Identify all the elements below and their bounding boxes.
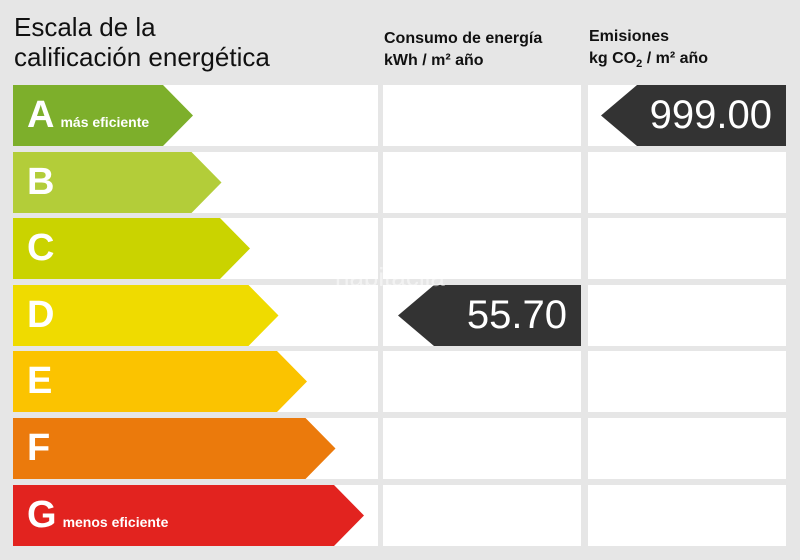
consumo-unit: kWh / m² año [384, 52, 484, 69]
rating-arrow-E: E [13, 351, 307, 412]
rating-letter: D [27, 294, 55, 336]
consumo-header: Consumo de energía kWh / m² año [384, 28, 542, 72]
rating-arrow-F: F [13, 418, 336, 479]
emisiones-title: Emisiones [589, 28, 670, 45]
rating-label: más eficiente [60, 113, 150, 130]
cell-G-col2 [383, 485, 581, 546]
cell-F-col3 [588, 418, 786, 479]
cell-C-col3 [588, 218, 786, 279]
consumo-title: Consumo de energía [384, 30, 543, 47]
consumo-value-tag: 55.70 [398, 285, 581, 346]
cell-C-col2 [383, 218, 581, 279]
rating-letter: A [27, 94, 55, 136]
rating-arrow-C: C [13, 218, 250, 279]
rating-letter: C [27, 227, 55, 269]
rating-letter: B [27, 161, 55, 203]
cell-G-col3 [588, 485, 786, 546]
title-line-1: Escala de la [14, 12, 156, 42]
page-title: Escala de la calificación energética [14, 12, 270, 72]
rating-letter: E [27, 360, 53, 402]
rating-letter: G [27, 494, 57, 536]
cell-B-col3 [588, 152, 786, 213]
emisiones-unit: kg CO2 / m² año [589, 48, 708, 75]
cell-D-col3 [588, 285, 786, 346]
cell-B-col2 [383, 152, 581, 213]
title-line-2: calificación energética [14, 42, 270, 72]
cell-A-col2 [383, 85, 581, 146]
rating-arrow-D: D [13, 285, 279, 346]
emisiones-value-tag: 999.00 [601, 85, 786, 146]
unit-pre: kg CO [589, 50, 637, 67]
watermark: habitaclia [335, 262, 445, 292]
rating-label: menos eficiente [62, 513, 169, 530]
unit-sub: 2 [636, 58, 643, 71]
cell-F-col2 [383, 418, 581, 479]
rating-letter: F [27, 427, 51, 469]
unit-post: / m² año [642, 50, 709, 67]
emisiones-header: Emisiones kg CO2 / m² año [589, 26, 708, 75]
cell-E-col2 [383, 351, 581, 412]
cell-E-col3 [588, 351, 786, 412]
rating-arrow-B: B [13, 152, 222, 213]
